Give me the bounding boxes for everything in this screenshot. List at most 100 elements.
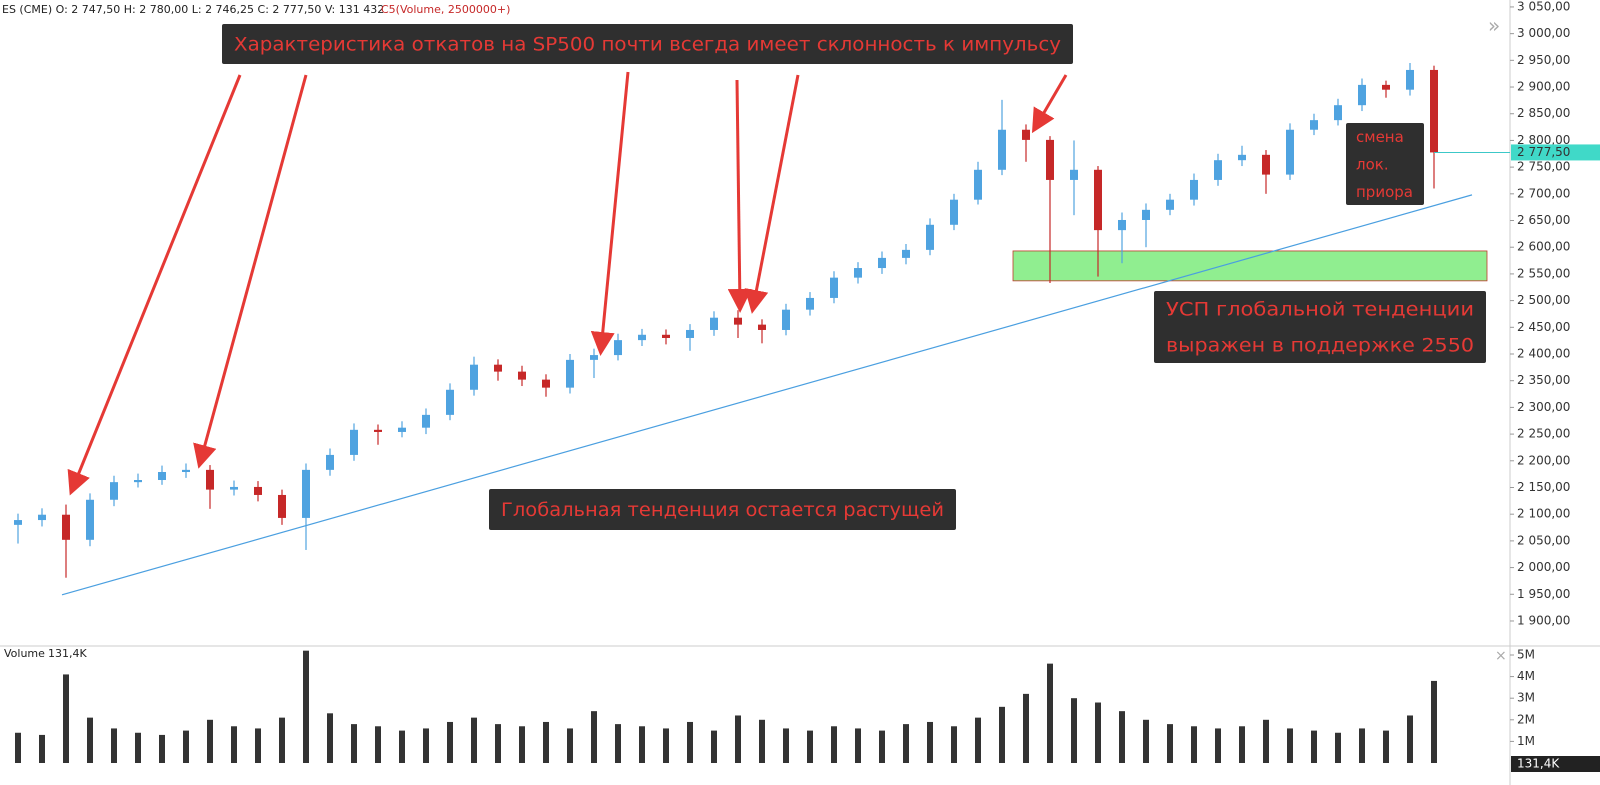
y-tick-label: 2 000,00 bbox=[1517, 560, 1570, 574]
annotation-box bbox=[489, 489, 956, 530]
volume-bar bbox=[711, 730, 717, 763]
y-tick-label: 2 400,00 bbox=[1517, 347, 1570, 361]
candle-body bbox=[422, 414, 430, 428]
volume-bar bbox=[567, 728, 573, 763]
volume-bar bbox=[135, 732, 141, 763]
candle-body bbox=[974, 169, 982, 200]
candle-body bbox=[854, 268, 862, 278]
expand-icon[interactable]: » bbox=[1488, 14, 1500, 38]
volume-bar bbox=[207, 719, 213, 763]
candle-body bbox=[278, 494, 286, 518]
candle-body bbox=[158, 472, 166, 481]
y-tick-label: 2 100,00 bbox=[1517, 507, 1570, 521]
volume-bar bbox=[375, 726, 381, 763]
volume-bar bbox=[1239, 726, 1245, 763]
volume-bar bbox=[1311, 730, 1317, 763]
volume-bar bbox=[1215, 728, 1221, 763]
volume-bar bbox=[1287, 728, 1293, 763]
volume-bar bbox=[87, 717, 93, 763]
candle-body bbox=[1070, 169, 1078, 180]
candle-body bbox=[590, 355, 598, 360]
candle-body bbox=[1214, 160, 1222, 180]
candle-body bbox=[998, 129, 1006, 170]
y-tick-label: 2 200,00 bbox=[1517, 453, 1570, 467]
candle-body bbox=[110, 482, 118, 500]
y-tick-label: 1 900,00 bbox=[1517, 613, 1570, 627]
candle-body bbox=[470, 364, 478, 390]
volume-bar bbox=[855, 728, 861, 763]
study-info: C5(Volume, 2500000+) bbox=[381, 3, 510, 16]
arrow bbox=[1031, 74, 1068, 134]
volume-bar bbox=[1023, 693, 1029, 763]
candle-body bbox=[38, 514, 46, 521]
candle-body bbox=[398, 427, 406, 432]
close-pane-icon[interactable]: × bbox=[1495, 648, 1507, 664]
candle-body bbox=[1190, 179, 1198, 200]
support-zone bbox=[1012, 250, 1488, 282]
volume-tick-label: 3M bbox=[1517, 691, 1535, 705]
volume-tick-label: 4M bbox=[1517, 669, 1535, 683]
candle-body bbox=[1406, 69, 1414, 90]
arrow bbox=[67, 74, 242, 496]
annotation-text: приора bbox=[1356, 183, 1413, 201]
volume-bar bbox=[279, 717, 285, 763]
candle-body bbox=[1022, 129, 1030, 140]
candle-body bbox=[566, 359, 574, 388]
candle-body bbox=[1142, 209, 1150, 220]
candle-body bbox=[1118, 219, 1126, 231]
volume-bar bbox=[783, 728, 789, 763]
volume-bar bbox=[1359, 728, 1365, 763]
volume-bar bbox=[1431, 680, 1437, 763]
volume-bar bbox=[735, 715, 741, 763]
volume-bar bbox=[879, 730, 885, 763]
volume-bar bbox=[1071, 698, 1077, 763]
candle-body bbox=[614, 340, 622, 356]
candle-body bbox=[1286, 129, 1294, 175]
arrow bbox=[590, 71, 630, 356]
volume-bar bbox=[927, 721, 933, 763]
candle-body bbox=[686, 329, 694, 338]
volume-bar bbox=[591, 711, 597, 763]
candle-body bbox=[1238, 154, 1246, 161]
volume-bar bbox=[1047, 663, 1053, 763]
volume-bar bbox=[327, 713, 333, 763]
candle-body bbox=[902, 249, 910, 258]
candle-body bbox=[878, 257, 886, 269]
volume-bar bbox=[39, 734, 45, 763]
y-tick-label: 2 350,00 bbox=[1517, 373, 1570, 387]
volume-bar bbox=[1143, 719, 1149, 763]
candle-body bbox=[1094, 169, 1102, 231]
y-tick-label: 2 800,00 bbox=[1517, 133, 1570, 147]
volume-bar bbox=[471, 717, 477, 763]
arrows bbox=[67, 71, 1068, 496]
candle-body bbox=[1358, 84, 1366, 106]
candle-body bbox=[230, 486, 238, 490]
last-price-label: 2 777,50 bbox=[1517, 145, 1570, 159]
volume-last-label: 131,4K bbox=[1517, 757, 1560, 771]
volume-bar bbox=[543, 721, 549, 763]
volume-bar bbox=[663, 728, 669, 763]
arrow bbox=[193, 74, 308, 469]
volume-bar bbox=[687, 721, 693, 763]
candle-body bbox=[1046, 139, 1054, 180]
candle-body bbox=[1166, 199, 1174, 210]
y-tick-label: 2 550,00 bbox=[1517, 266, 1570, 280]
volume-bar bbox=[615, 724, 621, 763]
candle-body bbox=[374, 429, 382, 432]
annotation-box bbox=[1154, 291, 1486, 363]
symbol-info: ES (CME) O: 2 747,50 H: 2 780,00 L: 2 74… bbox=[2, 3, 384, 16]
annotation-text: Характеристика откатов на SP500 почти вс… bbox=[234, 34, 1061, 56]
volume-bar bbox=[423, 728, 429, 763]
y-tick-label: 2 750,00 bbox=[1517, 160, 1570, 174]
volume-bar bbox=[975, 717, 981, 763]
volume-bar bbox=[231, 726, 237, 763]
annotation-box bbox=[222, 24, 1073, 64]
y-tick-label: 2 650,00 bbox=[1517, 213, 1570, 227]
candle-body bbox=[1430, 69, 1438, 153]
y-tick-label: 2 150,00 bbox=[1517, 480, 1570, 494]
annotation-text: смена bbox=[1356, 128, 1404, 146]
volume-value: 131,4K bbox=[48, 647, 87, 660]
y-tick-label: 2 500,00 bbox=[1517, 293, 1570, 307]
candle-body bbox=[710, 317, 718, 330]
